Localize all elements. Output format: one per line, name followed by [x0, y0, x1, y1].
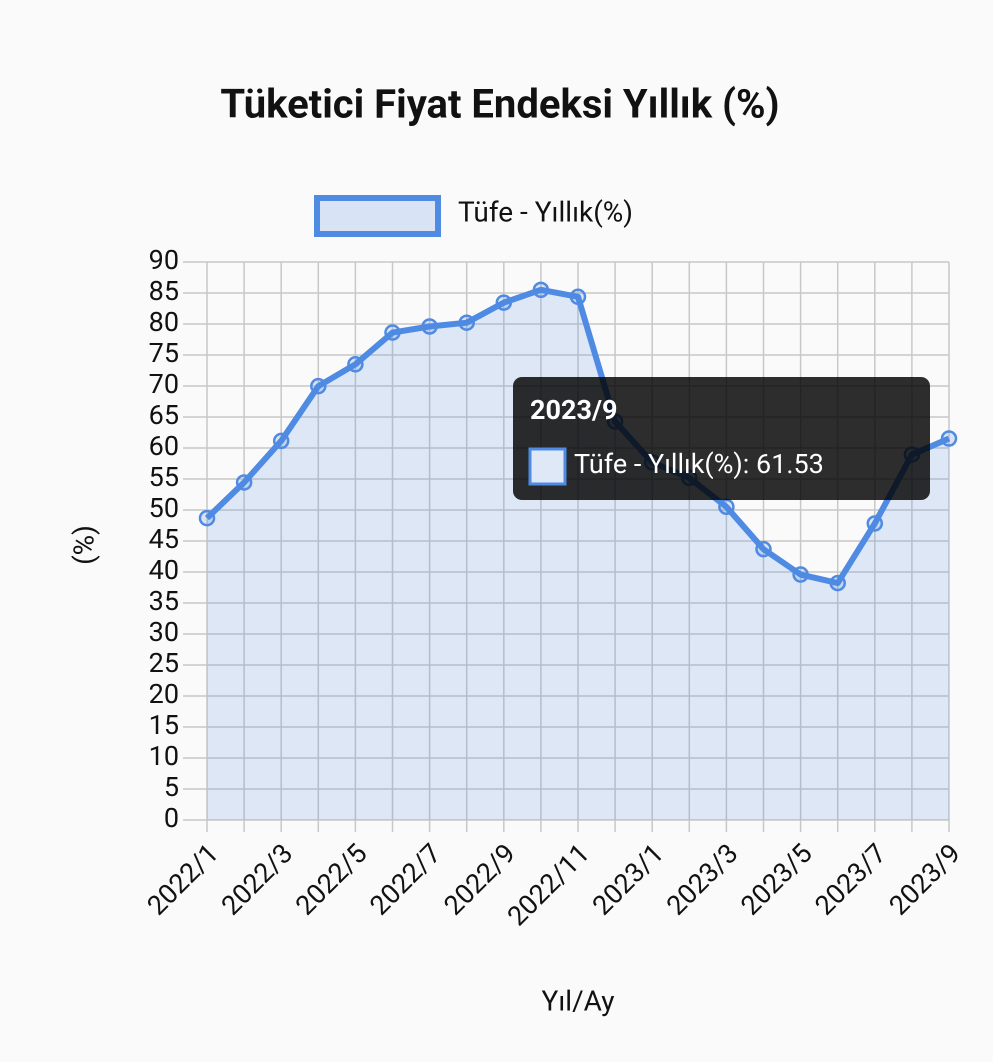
point — [198, 509, 216, 527]
point — [718, 498, 735, 516]
y-tick-label: 60 — [149, 430, 179, 462]
point — [755, 540, 772, 558]
point — [866, 515, 884, 532]
point — [347, 356, 364, 373]
y-tick-label: 55 — [149, 461, 179, 493]
point — [272, 432, 290, 450]
y-tick-label: 10 — [149, 740, 179, 772]
point — [495, 294, 513, 311]
point — [829, 574, 846, 592]
area — [207, 289, 949, 820]
y-tick-label: 65 — [149, 399, 179, 431]
legend-swatch — [314, 195, 441, 237]
y-tick-label: 15 — [149, 709, 179, 741]
y-tick-label: 5 — [164, 771, 179, 803]
point — [235, 474, 253, 491]
point — [792, 566, 809, 583]
tooltip-text: Tüfe - Yıllık(%): 61.53 — [574, 448, 824, 480]
y-tick-label: 70 — [149, 368, 179, 400]
y-tick-label: 45 — [149, 523, 179, 555]
legend-label: Tüfe - Yıllık(%) — [458, 195, 633, 228]
y-tick-label: 75 — [149, 337, 179, 369]
x-axis-label: Yıl/Ay — [542, 984, 615, 1017]
y-tick-label: 85 — [149, 275, 179, 307]
tooltip-title: 2023/9 — [530, 394, 617, 426]
point — [569, 288, 587, 306]
y-tick-label: 20 — [149, 678, 179, 710]
tooltip-swatch — [528, 447, 567, 486]
point — [384, 324, 401, 341]
y-tick-label: 40 — [149, 554, 179, 586]
y-tick-label: 35 — [149, 585, 179, 617]
chart-title: Tüketici Fiyat Endeksi Yıllık (%) — [220, 81, 779, 128]
y-tick-label: 90 — [149, 244, 179, 276]
y-tick-label: 0 — [164, 802, 179, 834]
y-tick-label: 30 — [149, 616, 179, 648]
line — [204, 286, 951, 587]
point — [310, 377, 327, 395]
point — [421, 318, 438, 335]
tooltip-box — [513, 377, 930, 500]
y-tick-label: 50 — [149, 492, 179, 524]
point — [458, 314, 475, 331]
y-tick-label: 25 — [149, 647, 179, 679]
y-tick-label: 80 — [149, 306, 179, 338]
y-axis-label: (%) — [67, 525, 100, 565]
point — [532, 281, 550, 299]
point — [940, 430, 958, 447]
